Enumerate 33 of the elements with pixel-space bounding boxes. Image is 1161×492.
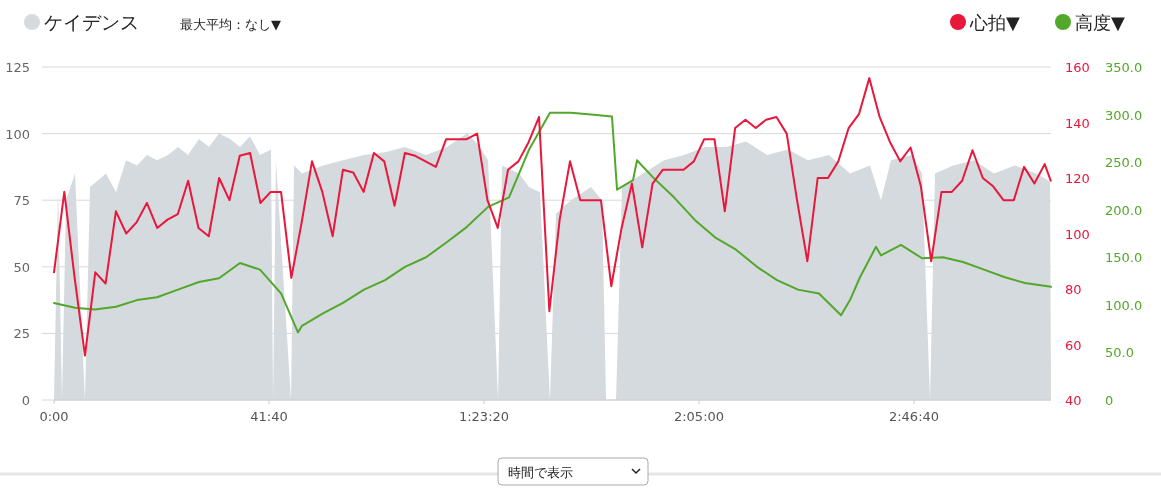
y2-tick-label: 100 xyxy=(1065,226,1090,242)
y-tick-label: 25 xyxy=(13,326,30,342)
y-tick-label: 100 xyxy=(5,126,30,142)
y-tick-label: 0 xyxy=(21,393,30,408)
y3-tick-label: 100.0 xyxy=(1105,297,1143,313)
x-tick-label: 2:46:40 xyxy=(888,409,940,424)
y2-tick-label: 140 xyxy=(1065,115,1090,131)
y-tick-label: 50 xyxy=(13,259,30,275)
y2-tick-label: 120 xyxy=(1065,171,1090,186)
x-tick-label: 41:40 xyxy=(250,409,288,424)
y2-tick-label: 80 xyxy=(1065,282,1082,297)
y-tick-label: 75 xyxy=(13,193,30,209)
y3-tick-label: 300.0 xyxy=(1105,107,1143,123)
y-tick-label: 125 xyxy=(5,60,30,75)
legend-label: 心拍▼ xyxy=(969,12,1020,33)
y2-tick-label: 160 xyxy=(1065,60,1090,75)
line-series xyxy=(53,77,1052,357)
text: 時間で表示 xyxy=(508,465,573,480)
y3-tick-label: 150.0 xyxy=(1105,250,1143,266)
y3-tick-label: 200.0 xyxy=(1105,202,1143,218)
legend-label: 高度▼ xyxy=(1075,12,1125,33)
text: 最大平均：なし▼ xyxy=(180,17,281,32)
y3-tick-label: 0 xyxy=(1105,393,1114,408)
y3-tick-label: 350.0 xyxy=(1105,60,1143,75)
y3-tick-label: 50.0 xyxy=(1105,345,1134,361)
y2-tick-label: 40 xyxy=(1065,393,1082,408)
y3-tick-label: 250.0 xyxy=(1105,155,1143,171)
x-tick-label: 1:23:20 xyxy=(458,409,510,424)
x-tick-label: 0:00 xyxy=(39,409,69,424)
line-series xyxy=(53,111,1052,334)
x-tick-label: 2:05:00 xyxy=(673,409,725,424)
y2-tick-label: 60 xyxy=(1065,337,1082,353)
legend-label: ケイデンス xyxy=(44,11,139,33)
